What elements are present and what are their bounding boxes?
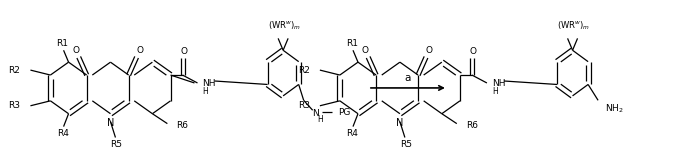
Text: R2: R2	[8, 66, 20, 75]
Text: R4: R4	[346, 129, 358, 138]
Text: R6: R6	[466, 121, 477, 130]
Text: R3: R3	[8, 101, 20, 110]
Text: NH$_2$: NH$_2$	[605, 102, 624, 114]
Text: O: O	[136, 46, 143, 55]
Text: N: N	[312, 109, 318, 118]
Text: NH: NH	[492, 80, 505, 89]
Text: R3: R3	[298, 101, 310, 110]
Text: O: O	[180, 47, 187, 56]
Text: R5: R5	[110, 140, 122, 149]
Text: NH: NH	[202, 80, 216, 89]
Text: H: H	[492, 87, 498, 96]
Text: R1: R1	[57, 39, 68, 48]
Text: N: N	[107, 118, 114, 128]
Text: PG: PG	[339, 108, 351, 117]
Text: (WR$^w$)$_m$: (WR$^w$)$_m$	[557, 19, 590, 32]
Text: O: O	[362, 46, 369, 55]
Text: (WR$^w$)$_m$: (WR$^w$)$_m$	[267, 19, 301, 32]
Text: O: O	[426, 46, 433, 55]
Text: R2: R2	[298, 66, 310, 75]
Text: R6: R6	[177, 121, 188, 130]
Text: N: N	[396, 118, 403, 128]
Text: R5: R5	[400, 140, 412, 149]
Text: R4: R4	[57, 129, 68, 138]
Text: H: H	[202, 87, 208, 96]
Text: O: O	[72, 46, 80, 55]
Text: a: a	[405, 73, 411, 83]
Text: H: H	[318, 115, 323, 124]
Text: O: O	[470, 47, 477, 56]
Text: R1: R1	[346, 39, 358, 48]
